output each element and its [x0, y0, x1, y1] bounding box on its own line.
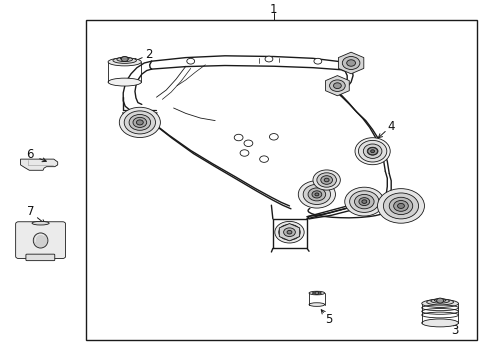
Ellipse shape [430, 299, 448, 303]
Ellipse shape [120, 57, 129, 60]
Ellipse shape [308, 303, 324, 306]
Circle shape [274, 221, 304, 243]
Circle shape [278, 224, 300, 240]
Circle shape [393, 201, 407, 211]
Ellipse shape [366, 147, 377, 155]
Circle shape [383, 193, 418, 219]
Circle shape [269, 134, 278, 140]
Circle shape [298, 181, 335, 208]
Circle shape [282, 227, 296, 237]
Ellipse shape [433, 299, 445, 302]
Circle shape [329, 80, 345, 91]
FancyBboxPatch shape [26, 254, 55, 261]
Ellipse shape [113, 58, 136, 63]
Ellipse shape [421, 300, 458, 307]
Circle shape [354, 194, 373, 209]
Circle shape [124, 111, 155, 134]
Circle shape [129, 114, 150, 130]
Circle shape [311, 191, 321, 198]
Circle shape [370, 150, 374, 153]
Polygon shape [279, 224, 299, 241]
Text: 2: 2 [145, 48, 153, 60]
Circle shape [313, 58, 321, 64]
Ellipse shape [108, 78, 141, 86]
Polygon shape [20, 159, 58, 170]
Circle shape [342, 57, 359, 69]
Circle shape [136, 120, 143, 125]
Circle shape [377, 189, 424, 223]
Circle shape [314, 193, 318, 196]
Circle shape [121, 57, 128, 62]
Circle shape [358, 198, 369, 206]
Circle shape [344, 187, 383, 216]
Text: 6: 6 [26, 148, 34, 161]
Circle shape [283, 228, 295, 237]
Circle shape [346, 60, 355, 66]
Circle shape [240, 150, 248, 156]
Text: 4: 4 [386, 120, 394, 132]
Polygon shape [338, 52, 363, 74]
Circle shape [316, 173, 336, 187]
Circle shape [186, 58, 194, 64]
Circle shape [244, 140, 252, 147]
Circle shape [436, 298, 443, 303]
FancyBboxPatch shape [16, 222, 65, 258]
Circle shape [119, 107, 160, 138]
Text: 7: 7 [26, 205, 34, 218]
Ellipse shape [426, 299, 453, 305]
Ellipse shape [108, 58, 141, 66]
Circle shape [303, 184, 330, 204]
Circle shape [314, 292, 318, 294]
Circle shape [285, 229, 293, 235]
Circle shape [234, 134, 243, 141]
Circle shape [264, 56, 272, 62]
Circle shape [361, 200, 366, 203]
Text: 3: 3 [450, 324, 458, 337]
Circle shape [397, 203, 404, 208]
Circle shape [287, 231, 291, 234]
Circle shape [333, 83, 341, 89]
Circle shape [320, 176, 332, 184]
Text: 5: 5 [324, 313, 332, 326]
Circle shape [388, 197, 412, 215]
Circle shape [259, 156, 268, 162]
Ellipse shape [32, 221, 49, 225]
Ellipse shape [312, 292, 321, 294]
Ellipse shape [117, 57, 132, 62]
Ellipse shape [363, 144, 381, 158]
Circle shape [286, 230, 291, 234]
Circle shape [349, 191, 378, 212]
Ellipse shape [358, 140, 386, 162]
Ellipse shape [308, 291, 324, 295]
Circle shape [312, 170, 340, 190]
Circle shape [367, 148, 377, 155]
Ellipse shape [421, 319, 458, 327]
Circle shape [133, 117, 146, 127]
Ellipse shape [33, 233, 48, 248]
Circle shape [324, 178, 328, 182]
Text: 1: 1 [269, 3, 277, 16]
Circle shape [307, 188, 325, 201]
Bar [85, 20, 476, 340]
Ellipse shape [354, 138, 389, 165]
Polygon shape [325, 76, 348, 96]
